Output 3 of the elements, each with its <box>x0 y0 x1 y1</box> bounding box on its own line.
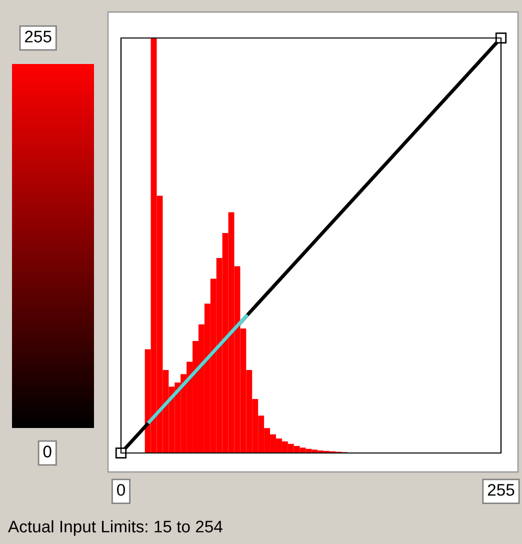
text: 255 <box>25 30 52 42</box>
text: 0 <box>43 446 52 458</box>
text: Actual Input Limits: 15 to 254 <box>8 520 222 536</box>
